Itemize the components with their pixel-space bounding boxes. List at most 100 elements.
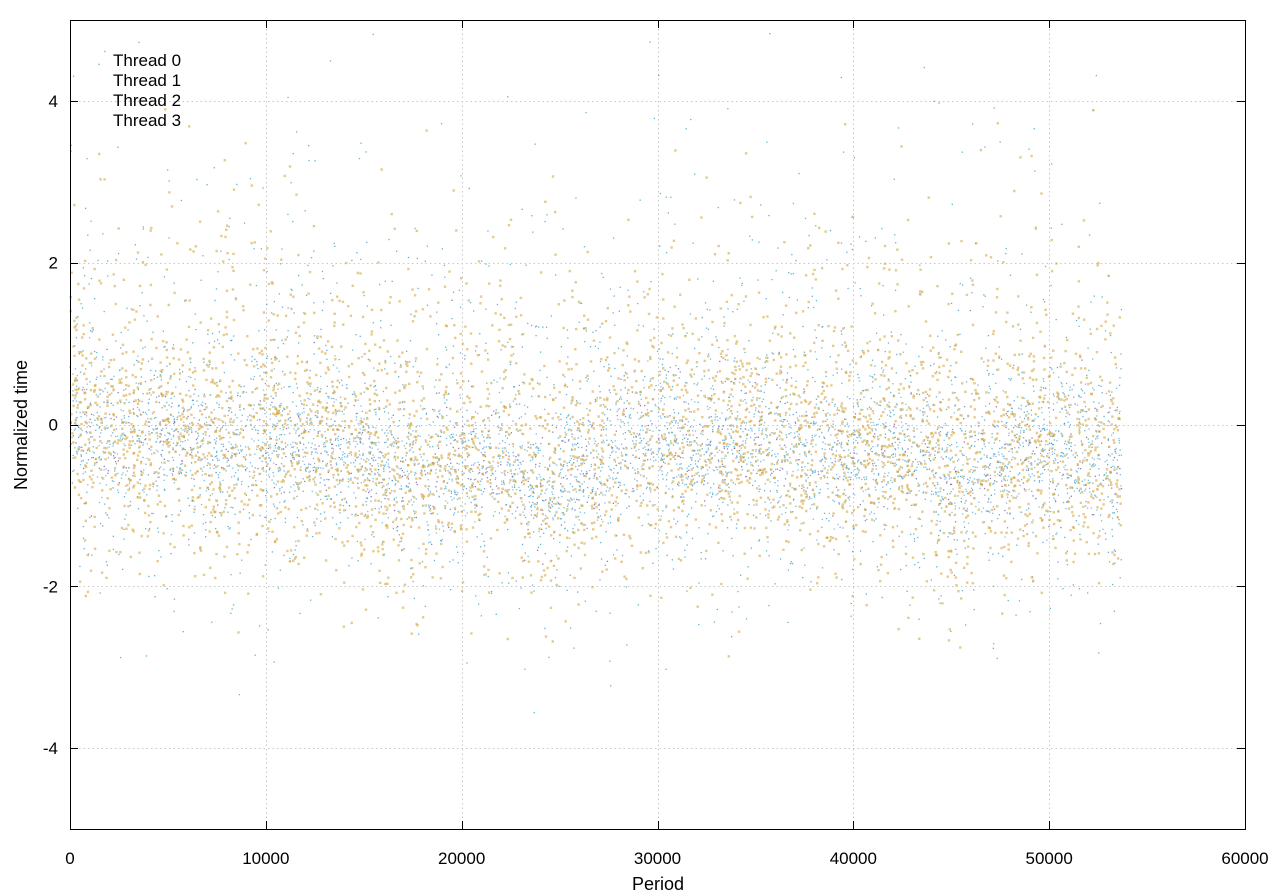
data-point-thread-1: [857, 373, 859, 376]
data-point-thread-1: [155, 370, 157, 372]
data-point-thread-3: [105, 475, 107, 477]
data-point-thread-1: [825, 375, 827, 377]
data-point-thread-3: [813, 420, 815, 423]
data-point-thread-1: [444, 276, 446, 278]
data-point-thread-1: [358, 157, 361, 160]
data-point-thread-3: [293, 484, 295, 486]
data-point-thread-1: [953, 539, 956, 541]
data-point-thread-3: [804, 466, 806, 468]
data-point-thread-3: [762, 428, 764, 430]
data-point-thread-1: [1031, 490, 1033, 492]
data-point-thread-3: [446, 482, 448, 484]
data-point-thread-1: [977, 384, 979, 386]
data-point-thread-1: [758, 540, 760, 542]
data-point-thread-0: [128, 422, 130, 424]
data-point-thread-1: [555, 412, 557, 414]
data-point-thread-3: [732, 396, 734, 398]
data-point-thread-3: [561, 495, 563, 498]
data-point-thread-1: [1070, 594, 1072, 596]
data-point-thread-1: [637, 604, 639, 606]
data-point-thread-1: [878, 404, 880, 406]
data-point-thread-3: [667, 449, 670, 452]
data-point-thread-1: [865, 478, 868, 480]
data-point-thread-3: [353, 492, 355, 494]
data-point-thread-0: [274, 444, 276, 447]
data-point-thread-3: [237, 469, 239, 471]
data-point-thread-3: [520, 416, 523, 418]
data-point-thread-3: [86, 426, 88, 428]
data-point-thread-3: [919, 445, 921, 447]
data-point-thread-3: [302, 460, 304, 462]
data-point-thread-1: [88, 283, 90, 285]
data-point-thread-0: [478, 471, 481, 474]
data-point-thread-1: [302, 490, 304, 492]
data-point-thread-1: [940, 502, 942, 505]
data-point-thread-3: [247, 446, 249, 448]
data-point-thread-0: [884, 450, 886, 452]
data-point-thread-3: [870, 447, 872, 449]
data-point-thread-3: [697, 453, 700, 455]
data-point-thread-1: [461, 441, 463, 443]
data-point-thread-0: [172, 448, 174, 451]
data-point-thread-1: [599, 391, 601, 393]
data-point-thread-1: [107, 275, 109, 277]
data-point-thread-1: [82, 525, 85, 528]
data-point-thread-3: [1011, 451, 1013, 453]
data-point-thread-1: [483, 419, 485, 421]
data-point-thread-1: [628, 415, 631, 417]
data-point-thread-3: [949, 501, 951, 503]
data-point-thread-1: [567, 530, 569, 532]
data-point-thread-1: [736, 411, 739, 413]
data-point-thread-1: [690, 411, 692, 413]
data-point-thread-1: [957, 460, 959, 462]
data-point-thread-3: [394, 451, 396, 454]
data-point-thread-0: [301, 403, 303, 405]
data-point-thread-1: [515, 301, 517, 303]
data-point-thread-1: [946, 435, 948, 437]
data-point-thread-0: [701, 443, 703, 445]
data-point-thread-1: [323, 511, 326, 513]
data-point-thread-0: [338, 429, 340, 431]
data-point-thread-1: [825, 400, 828, 402]
data-point-thread-1: [836, 494, 839, 496]
data-point-thread-3: [1074, 482, 1076, 484]
data-point-thread-3: [633, 436, 635, 438]
data-point-thread-1: [320, 388, 322, 390]
data-point-thread-0: [632, 487, 634, 490]
data-point-thread-1: [345, 501, 347, 503]
data-point-thread-1: [316, 518, 318, 520]
data-point-thread-1: [298, 449, 300, 451]
data-point-thread-3: [79, 464, 82, 466]
data-point-thread-1: [745, 402, 747, 404]
data-point-thread-3: [508, 482, 511, 484]
data-point-thread-1: [629, 462, 632, 464]
data-point-thread-3: [812, 446, 814, 448]
data-point-thread-1: [937, 483, 939, 485]
data-point-thread-1: [397, 510, 399, 512]
data-point-thread-3: [342, 451, 344, 453]
data-point-thread-1: [112, 432, 114, 434]
data-point-thread-3: [634, 478, 636, 480]
data-point-thread-1: [1009, 274, 1012, 276]
data-point-thread-3: [225, 429, 227, 431]
data-point-thread-1: [483, 488, 486, 490]
data-point-thread-3: [1041, 411, 1043, 414]
data-point-thread-1: [296, 516, 299, 519]
data-point-thread-1: [206, 464, 208, 467]
data-point-thread-3: [515, 489, 518, 491]
data-point-thread-1: [752, 514, 755, 516]
data-point-thread-1: [884, 350, 886, 353]
data-point-thread-3: [533, 517, 535, 519]
data-point-thread-1: [890, 412, 892, 414]
data-point-thread-0: [458, 447, 460, 450]
data-point-thread-3: [1048, 487, 1050, 489]
data-point-thread-3: [1031, 473, 1033, 475]
data-point-thread-3: [716, 469, 718, 471]
data-point-thread-0: [776, 468, 779, 470]
data-point-thread-1: [538, 465, 541, 467]
data-point-thread-3: [900, 396, 902, 398]
data-point-thread-3: [835, 473, 838, 476]
data-point-thread-1: [99, 375, 102, 377]
data-point-thread-1: [1109, 394, 1111, 397]
data-point-thread-1: [280, 463, 283, 465]
